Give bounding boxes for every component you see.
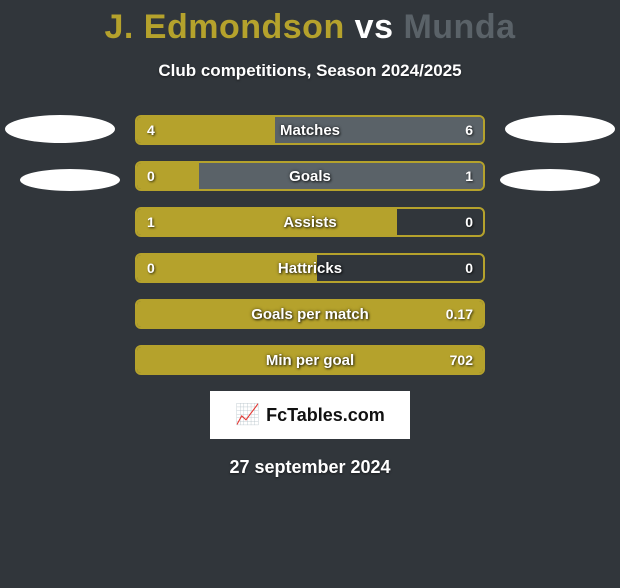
stat-label: Hattricks — [137, 255, 483, 281]
right-value: 0 — [465, 255, 473, 281]
stat-label: Goals — [137, 163, 483, 189]
player2-name: Munda — [403, 8, 515, 46]
right-value: 6 — [465, 117, 473, 143]
player1-name: J. Edmondson — [104, 8, 344, 46]
stat-row: 0Goals1 — [135, 161, 485, 191]
stat-label: Matches — [137, 117, 483, 143]
stat-row: Min per goal702 — [135, 345, 485, 375]
player1-badge-placeholder — [5, 115, 115, 143]
stat-label: Assists — [137, 209, 483, 235]
stat-rows: 4Matches60Goals11Assists00Hattricks0Goal… — [135, 115, 485, 375]
source-logo: 📈 FcTables.com — [210, 391, 410, 439]
right-value: 0.17 — [446, 301, 473, 327]
chart-icon: 📈 — [235, 405, 260, 425]
right-value: 0 — [465, 209, 473, 235]
chart-area: 4Matches60Goals11Assists00Hattricks0Goal… — [0, 115, 620, 375]
right-value: 702 — [450, 347, 473, 373]
stat-row: 1Assists0 — [135, 207, 485, 237]
player2-badge-placeholder — [505, 115, 615, 143]
stat-label: Goals per match — [137, 301, 483, 327]
player2-badge-placeholder-2 — [500, 169, 600, 191]
vs-text: vs — [355, 8, 394, 46]
logo-text: FcTables.com — [266, 405, 385, 426]
stat-row: 0Hattricks0 — [135, 253, 485, 283]
stat-label: Min per goal — [137, 347, 483, 373]
player1-badge-placeholder-2 — [20, 169, 120, 191]
subtitle: Club competitions, Season 2024/2025 — [0, 61, 620, 81]
stat-row: Goals per match0.17 — [135, 299, 485, 329]
stat-row: 4Matches6 — [135, 115, 485, 145]
comparison-title: J. Edmondson vs Munda — [0, 8, 620, 47]
snapshot-date: 27 september 2024 — [0, 457, 620, 478]
right-value: 1 — [465, 163, 473, 189]
